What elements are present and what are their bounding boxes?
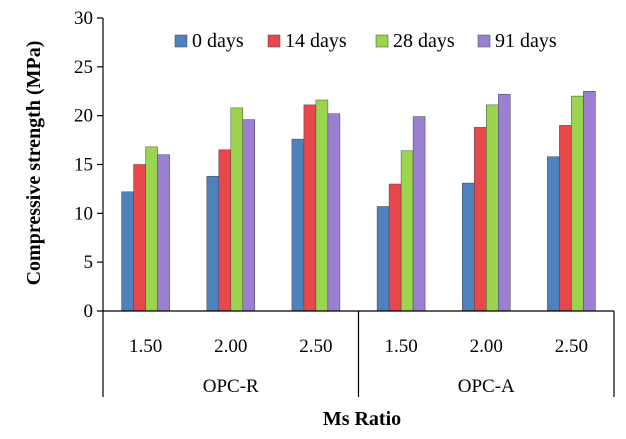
bar-91-days-4	[498, 93, 511, 312]
bar-14-days-2	[303, 104, 317, 312]
bar-28-days-1	[230, 107, 244, 312]
y-tick-label-15: 15	[74, 155, 93, 176]
bar-14-days-0	[133, 164, 146, 312]
group-label-1: OPC-A	[458, 376, 515, 397]
y-tick-label-10: 10	[74, 203, 93, 224]
x-tick-label-0: 1.50	[129, 336, 162, 357]
bar-28-days-0	[145, 146, 158, 312]
bar-0-days-5	[547, 156, 560, 312]
y-tick-label-0: 0	[84, 301, 94, 322]
legend-label-3: 91 days	[495, 30, 557, 52]
bars	[121, 91, 596, 312]
y-tick-label-5: 5	[84, 252, 94, 273]
legend-swatch-0	[174, 34, 188, 48]
bar-0-days-2	[291, 138, 305, 312]
bar-91-days-2	[327, 113, 341, 312]
bar-0-days-3	[376, 206, 390, 312]
y-tick-label-25: 25	[74, 57, 93, 78]
legend-label-2: 28 days	[393, 30, 455, 52]
legend-swatch-2	[375, 34, 389, 48]
bar-0-days-0	[121, 191, 134, 312]
bar-28-days-3	[400, 150, 414, 312]
bar-91-days-5	[583, 91, 596, 312]
bar-14-days-1	[218, 149, 232, 312]
legend-swatch-1	[267, 34, 281, 48]
bar-0-days-4	[462, 182, 475, 312]
legend-label-0: 0 days	[192, 30, 244, 52]
legend-swatch-3	[477, 34, 491, 48]
bar-14-days-3	[388, 183, 402, 312]
x-tick-label-4: 2.00	[470, 336, 503, 357]
bar-28-days-4	[486, 104, 499, 312]
y-tick-label-30: 30	[74, 8, 93, 29]
x-tick-label-5: 2.50	[555, 336, 588, 357]
bar-14-days-5	[559, 125, 572, 312]
x-tick-label-2: 2.50	[299, 336, 332, 357]
x-tick-label-1: 2.00	[214, 336, 247, 357]
bar-28-days-5	[571, 95, 584, 312]
y-axis-title: Compressive strength (MPa)	[23, 41, 45, 286]
bar-91-days-0	[157, 154, 170, 312]
y-tick-label-20: 20	[74, 106, 93, 127]
bar-91-days-1	[242, 119, 256, 312]
bar-0-days-1	[206, 175, 220, 312]
legend: 0 days 14 days 28 days 91 days	[174, 30, 557, 52]
bar-91-days-3	[412, 116, 426, 312]
group-label-0: OPC-R	[203, 376, 259, 397]
legend-label-1: 14 days	[285, 30, 347, 52]
bar-28-days-2	[315, 99, 329, 312]
bar-14-days-4	[474, 127, 487, 312]
x-axis-title: Ms Ratio	[323, 408, 401, 430]
axes: 0 5 10 15 20 25 30 1.50 2.00 2.50 1.50 2.00 2.50 OPC-…	[74, 8, 615, 397]
x-tick-label-3: 1.50	[384, 336, 417, 357]
